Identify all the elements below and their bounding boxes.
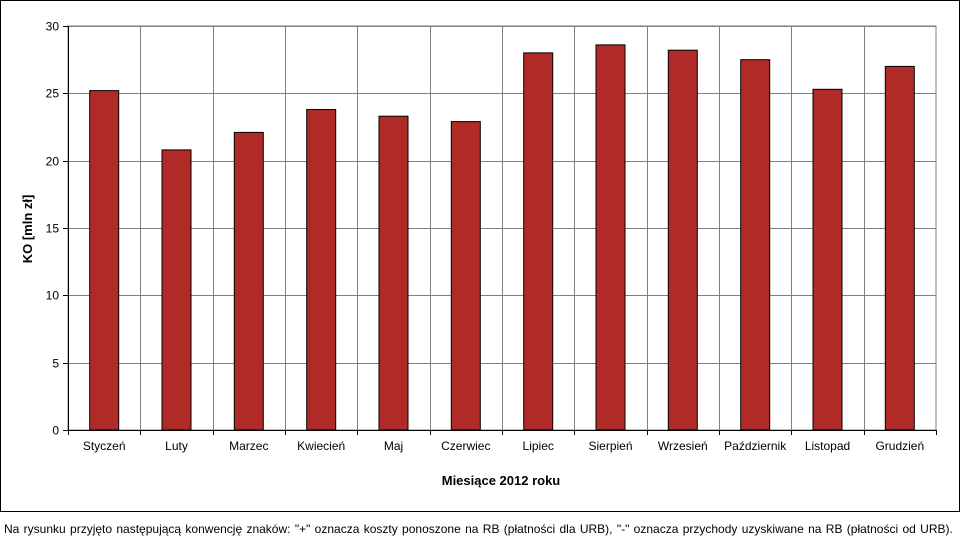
bar [884,65,915,431]
y-tick-label: 5 [52,357,59,371]
bar [595,44,626,431]
x-tick-label: Styczeń [83,439,126,453]
y-tick-label: 20 [46,155,60,169]
bar [812,88,843,431]
bar [306,109,337,431]
footnote: Na rysunku przyjęto następującą konwencj… [4,522,953,536]
y-tick-label: 25 [46,87,60,101]
chart-frame: 0 5 10 15 20 25 30 Styczeń Luty Marzec Kwiecień Ma… [0,0,960,512]
bars [89,44,915,431]
bar [450,121,481,431]
y-axis-label: KO [mln zł] [20,195,35,264]
bar [740,59,771,431]
grid-lines [67,25,937,431]
bar [378,115,409,431]
bar [523,52,554,431]
bar [667,49,698,431]
x-axis-label: Miesiące 2012 roku [442,473,561,488]
y-tick-label: 10 [46,289,60,303]
x-tick-label: Kwiecień [297,439,345,453]
x-tick-label: Maj [384,439,403,453]
x-tick-label: Sierpień [588,439,632,453]
bar-chart: 0 5 10 15 20 25 30 Styczeń Luty Marzec Kwiecień Ma… [20,20,937,488]
y-tick-labels: 0 5 10 15 20 25 30 [46,20,60,438]
y-tick-label: 15 [46,222,60,236]
x-tick-label: Luty [165,439,188,453]
bar [233,131,264,431]
x-tick-label: Marzec [229,439,268,453]
x-tick-label: Wrzesień [658,439,708,453]
x-tick-label: Grudzień [875,439,924,453]
bar [89,90,120,431]
axes [63,26,937,435]
bar [161,149,192,431]
x-tick-label: Lipiec [523,439,554,453]
x-tick-label: Październik [724,439,787,453]
y-tick-label: 30 [46,20,60,34]
x-tick-label: Listopad [805,439,850,453]
x-tick-labels: Styczeń Luty Marzec Kwiecień Maj Czerwiec Lipi… [83,439,924,453]
x-tick-label: Czerwiec [441,439,490,453]
y-tick-label: 0 [52,424,59,438]
